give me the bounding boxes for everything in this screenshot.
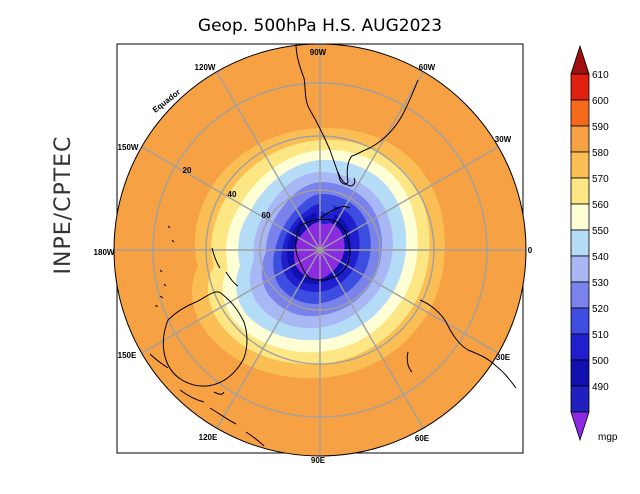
colorbar-label-550: 550 [592,226,609,237]
lon-label-150w: 150W [118,143,139,152]
coast-antarctica [295,218,351,281]
colorbar-band-570-580 [570,151,590,179]
colorbar-band-580-590 [570,125,590,153]
coast-africa [419,299,517,389]
lon-label-0: 0 [528,246,533,255]
colorbar-band-510-520 [570,307,590,335]
colorbar-band-520-530 [570,281,590,309]
lon-label-60e: 60E [415,434,430,443]
institution-label: INPE/CPTEC [51,136,76,275]
lon-label-150e: 150E [118,351,137,360]
colorbar-label-600: 600 [592,96,609,107]
colorbar-top-arrow [570,44,590,75]
lat-label-20: 20 [183,166,192,175]
colorbar-band-600-610 [570,73,590,101]
colorbar-band-500-510 [570,333,590,361]
colorbar-units: mgp [598,432,618,443]
colorbar-label-490: 490 [592,382,609,393]
graticule [114,44,526,456]
lon-label-90e: 90E [311,456,326,465]
colorbar-band-540-550 [570,229,590,257]
colorbar-bottom-arrow [570,411,590,442]
colorbar-label-590: 590 [592,122,609,133]
colorbar-labels: 610 600 590 580 570 560 550 540 530 520 … [592,70,618,443]
colorbar [570,44,590,442]
lon-label-90w: 90W [310,48,327,57]
colorbar-label-610: 610 [592,70,609,81]
colorbar-label-510: 510 [592,330,609,341]
lat-label-60: 60 [262,211,271,220]
coast-new-zealand [211,247,239,287]
lon-label-30w: 30W [495,135,512,144]
colorbar-label-530: 530 [592,278,609,289]
colorbar-band-490-500 [570,359,590,387]
colorbar-label-540: 540 [592,252,609,263]
coast-pacific-islands [155,225,175,307]
colorbar-band-530-540 [570,255,590,283]
colorbar-band-560-570 [570,177,590,205]
colorbar-band-550-560 [570,203,590,231]
lon-label-30e: 30E [496,353,511,362]
coast-indonesia [149,353,265,447]
lat-label-40: 40 [228,190,237,199]
lon-label-60w: 60W [419,63,436,72]
lon-label-120w: 120W [195,63,216,72]
map-title: Geop. 500hPa H.S. AUG2023 [198,16,442,36]
coast-south-america [295,43,419,185]
colorbar-band-480-490 [570,385,590,413]
colorbar-label-580: 580 [592,148,609,159]
band-510-hole [319,203,334,214]
coast-south-america-tip [337,171,356,187]
latitude-labels: 20 40 60 [183,166,271,220]
lon-label-180w: 180W [94,248,115,257]
coast-australia [162,291,248,387]
coastlines [149,43,517,447]
coast-tasmania [213,391,225,395]
colorbar-band-590-600 [570,99,590,127]
lon-label-120e: 120E [199,433,218,442]
coast-madagascar [406,351,413,373]
colorbar-label-560: 560 [592,200,609,211]
colorbar-label-570: 570 [592,174,609,185]
colorbar-label-520: 520 [592,304,609,315]
coast-antarctic-peninsula [319,206,351,219]
colorbar-label-500: 500 [592,356,609,367]
longitude-labels: 90W 120W 60W 150W 30W 180W 0 150E 30E 12… [94,48,533,465]
map-outline [113,43,527,457]
